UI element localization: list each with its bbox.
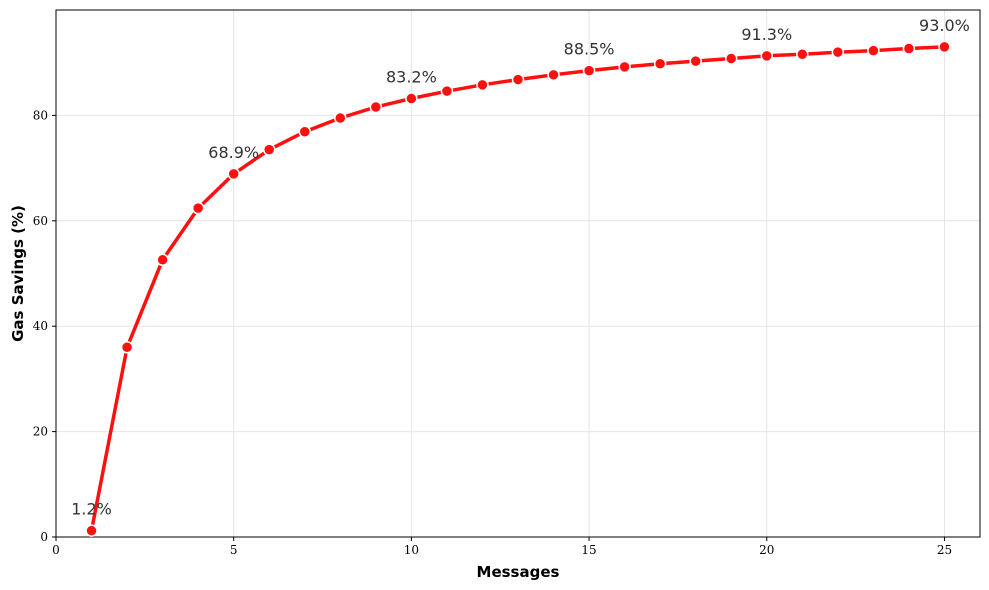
y-axis-ticks: 0 20 40 60 80 [33, 108, 56, 544]
data-point [262, 143, 276, 156]
data-point [191, 201, 205, 215]
y-tick-label: 20 [33, 425, 48, 439]
data-label: 83.2% [386, 68, 437, 87]
data-point [653, 57, 667, 71]
data-label: 68.9% [208, 143, 259, 162]
data-point [689, 54, 702, 68]
data-label: 91.3% [741, 25, 792, 44]
data-point [476, 78, 489, 92]
grid-lines [55, 10, 980, 538]
data-points [85, 40, 951, 537]
x-tick-label: 0 [52, 543, 60, 557]
data-point [902, 42, 916, 55]
data-point [582, 64, 596, 77]
x-tick-label: 20 [759, 543, 774, 557]
x-tick-label: 25 [937, 543, 952, 557]
data-point [227, 167, 240, 181]
data-point [760, 49, 774, 63]
plot-frame [55, 9, 981, 538]
data-point [85, 524, 98, 537]
data-point [867, 44, 880, 57]
data-point [511, 73, 525, 86]
x-axis-title: Messages [477, 563, 560, 581]
data-point [831, 45, 845, 59]
data-point [405, 92, 418, 105]
data-labels: 1.2% 68.9% 83.2% 88.5% 91.3% 93.0% [71, 16, 970, 519]
data-label: 93.0% [919, 16, 970, 35]
data-point [120, 341, 134, 354]
data-point [547, 68, 560, 82]
data-point [156, 253, 169, 267]
x-tick-label: 10 [404, 543, 419, 557]
data-point [618, 60, 631, 74]
y-tick-label: 0 [40, 530, 48, 544]
series-line [89, 45, 945, 532]
data-point [938, 40, 951, 54]
x-tick-label: 5 [230, 543, 238, 557]
data-point [334, 111, 347, 125]
data-label: 1.2% [71, 500, 112, 519]
x-tick-label: 15 [581, 543, 596, 557]
data-point [440, 84, 454, 98]
y-tick-label: 40 [33, 319, 48, 333]
data-point [298, 125, 312, 138]
y-tick-label: 80 [33, 108, 48, 122]
y-tick-label: 60 [33, 214, 48, 228]
y-axis-title: Gas Savings (%) [9, 205, 27, 342]
x-axis-ticks: 0 5 10 15 20 25 [52, 537, 952, 557]
data-point [796, 48, 809, 61]
data-point [369, 100, 383, 114]
data-label: 88.5% [564, 40, 615, 59]
data-point [724, 52, 738, 65]
